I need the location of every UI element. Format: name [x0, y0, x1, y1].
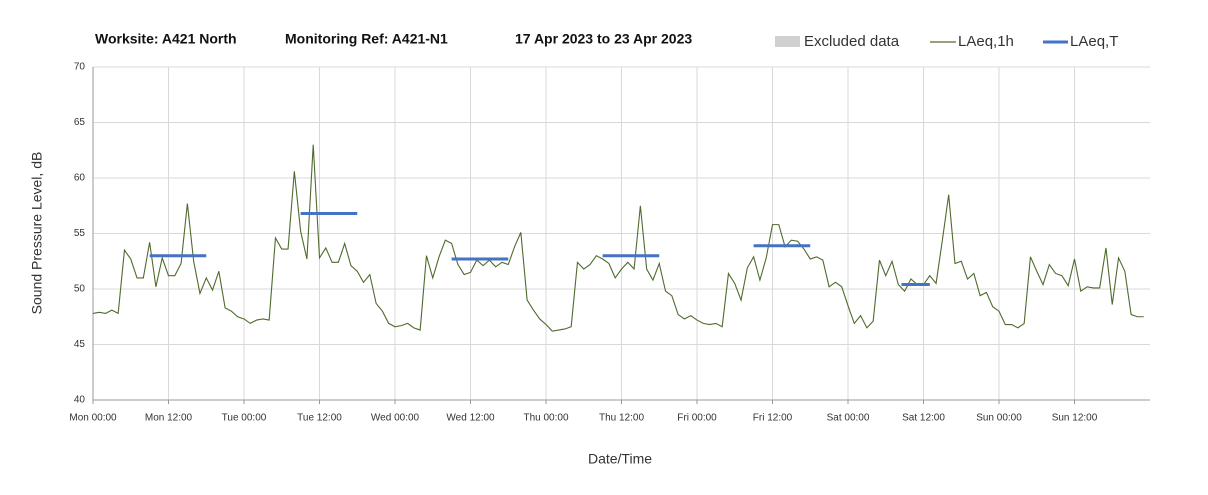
- line-series: [92, 144, 1144, 332]
- y-axis-label: Sound Pressure Level, dB: [29, 152, 45, 315]
- x-tick-label: Sat 00:00: [827, 413, 870, 424]
- x-tick-label: Wed 12:00: [446, 413, 495, 424]
- x-tick-label: Mon 00:00: [69, 413, 117, 424]
- x-tick-label: Sun 00:00: [976, 413, 1022, 424]
- x-axis-label: Date/Time: [588, 451, 652, 467]
- x-tick-label: Mon 12:00: [145, 413, 193, 424]
- x-tick-label: Fri 00:00: [677, 413, 717, 424]
- x-tick-label: Thu 12:00: [599, 413, 644, 424]
- title-ref: Monitoring Ref: A421-N1: [285, 31, 448, 47]
- x-tick-label: Tue 12:00: [297, 413, 342, 424]
- y-tick-label: 55: [74, 228, 86, 239]
- legend-label: Excluded data: [804, 33, 900, 50]
- legend-label: LAeq,T: [1070, 33, 1118, 50]
- x-tick-label: Sat 12:00: [902, 413, 945, 424]
- legend-swatch: [775, 36, 800, 47]
- y-tick-label: 45: [74, 339, 86, 350]
- y-tick-label: 40: [74, 395, 86, 406]
- title-dates: 17 Apr 2023 to 23 Apr 2023: [515, 31, 692, 47]
- title-worksite: Worksite: A421 North: [95, 31, 237, 47]
- x-tick-label: Thu 00:00: [523, 413, 568, 424]
- legend-label: LAeq,1h: [958, 33, 1014, 50]
- x-tick-label: Fri 12:00: [753, 413, 793, 424]
- y-tick-label: 70: [74, 62, 86, 73]
- x-tick-label: Wed 00:00: [371, 413, 420, 424]
- y-tick-label: 60: [74, 173, 86, 184]
- y-tick-label: 65: [74, 117, 86, 128]
- x-tick-label: Sun 12:00: [1052, 413, 1098, 424]
- x-tick-label: Tue 00:00: [222, 413, 267, 424]
- y-tick-label: 50: [74, 284, 86, 295]
